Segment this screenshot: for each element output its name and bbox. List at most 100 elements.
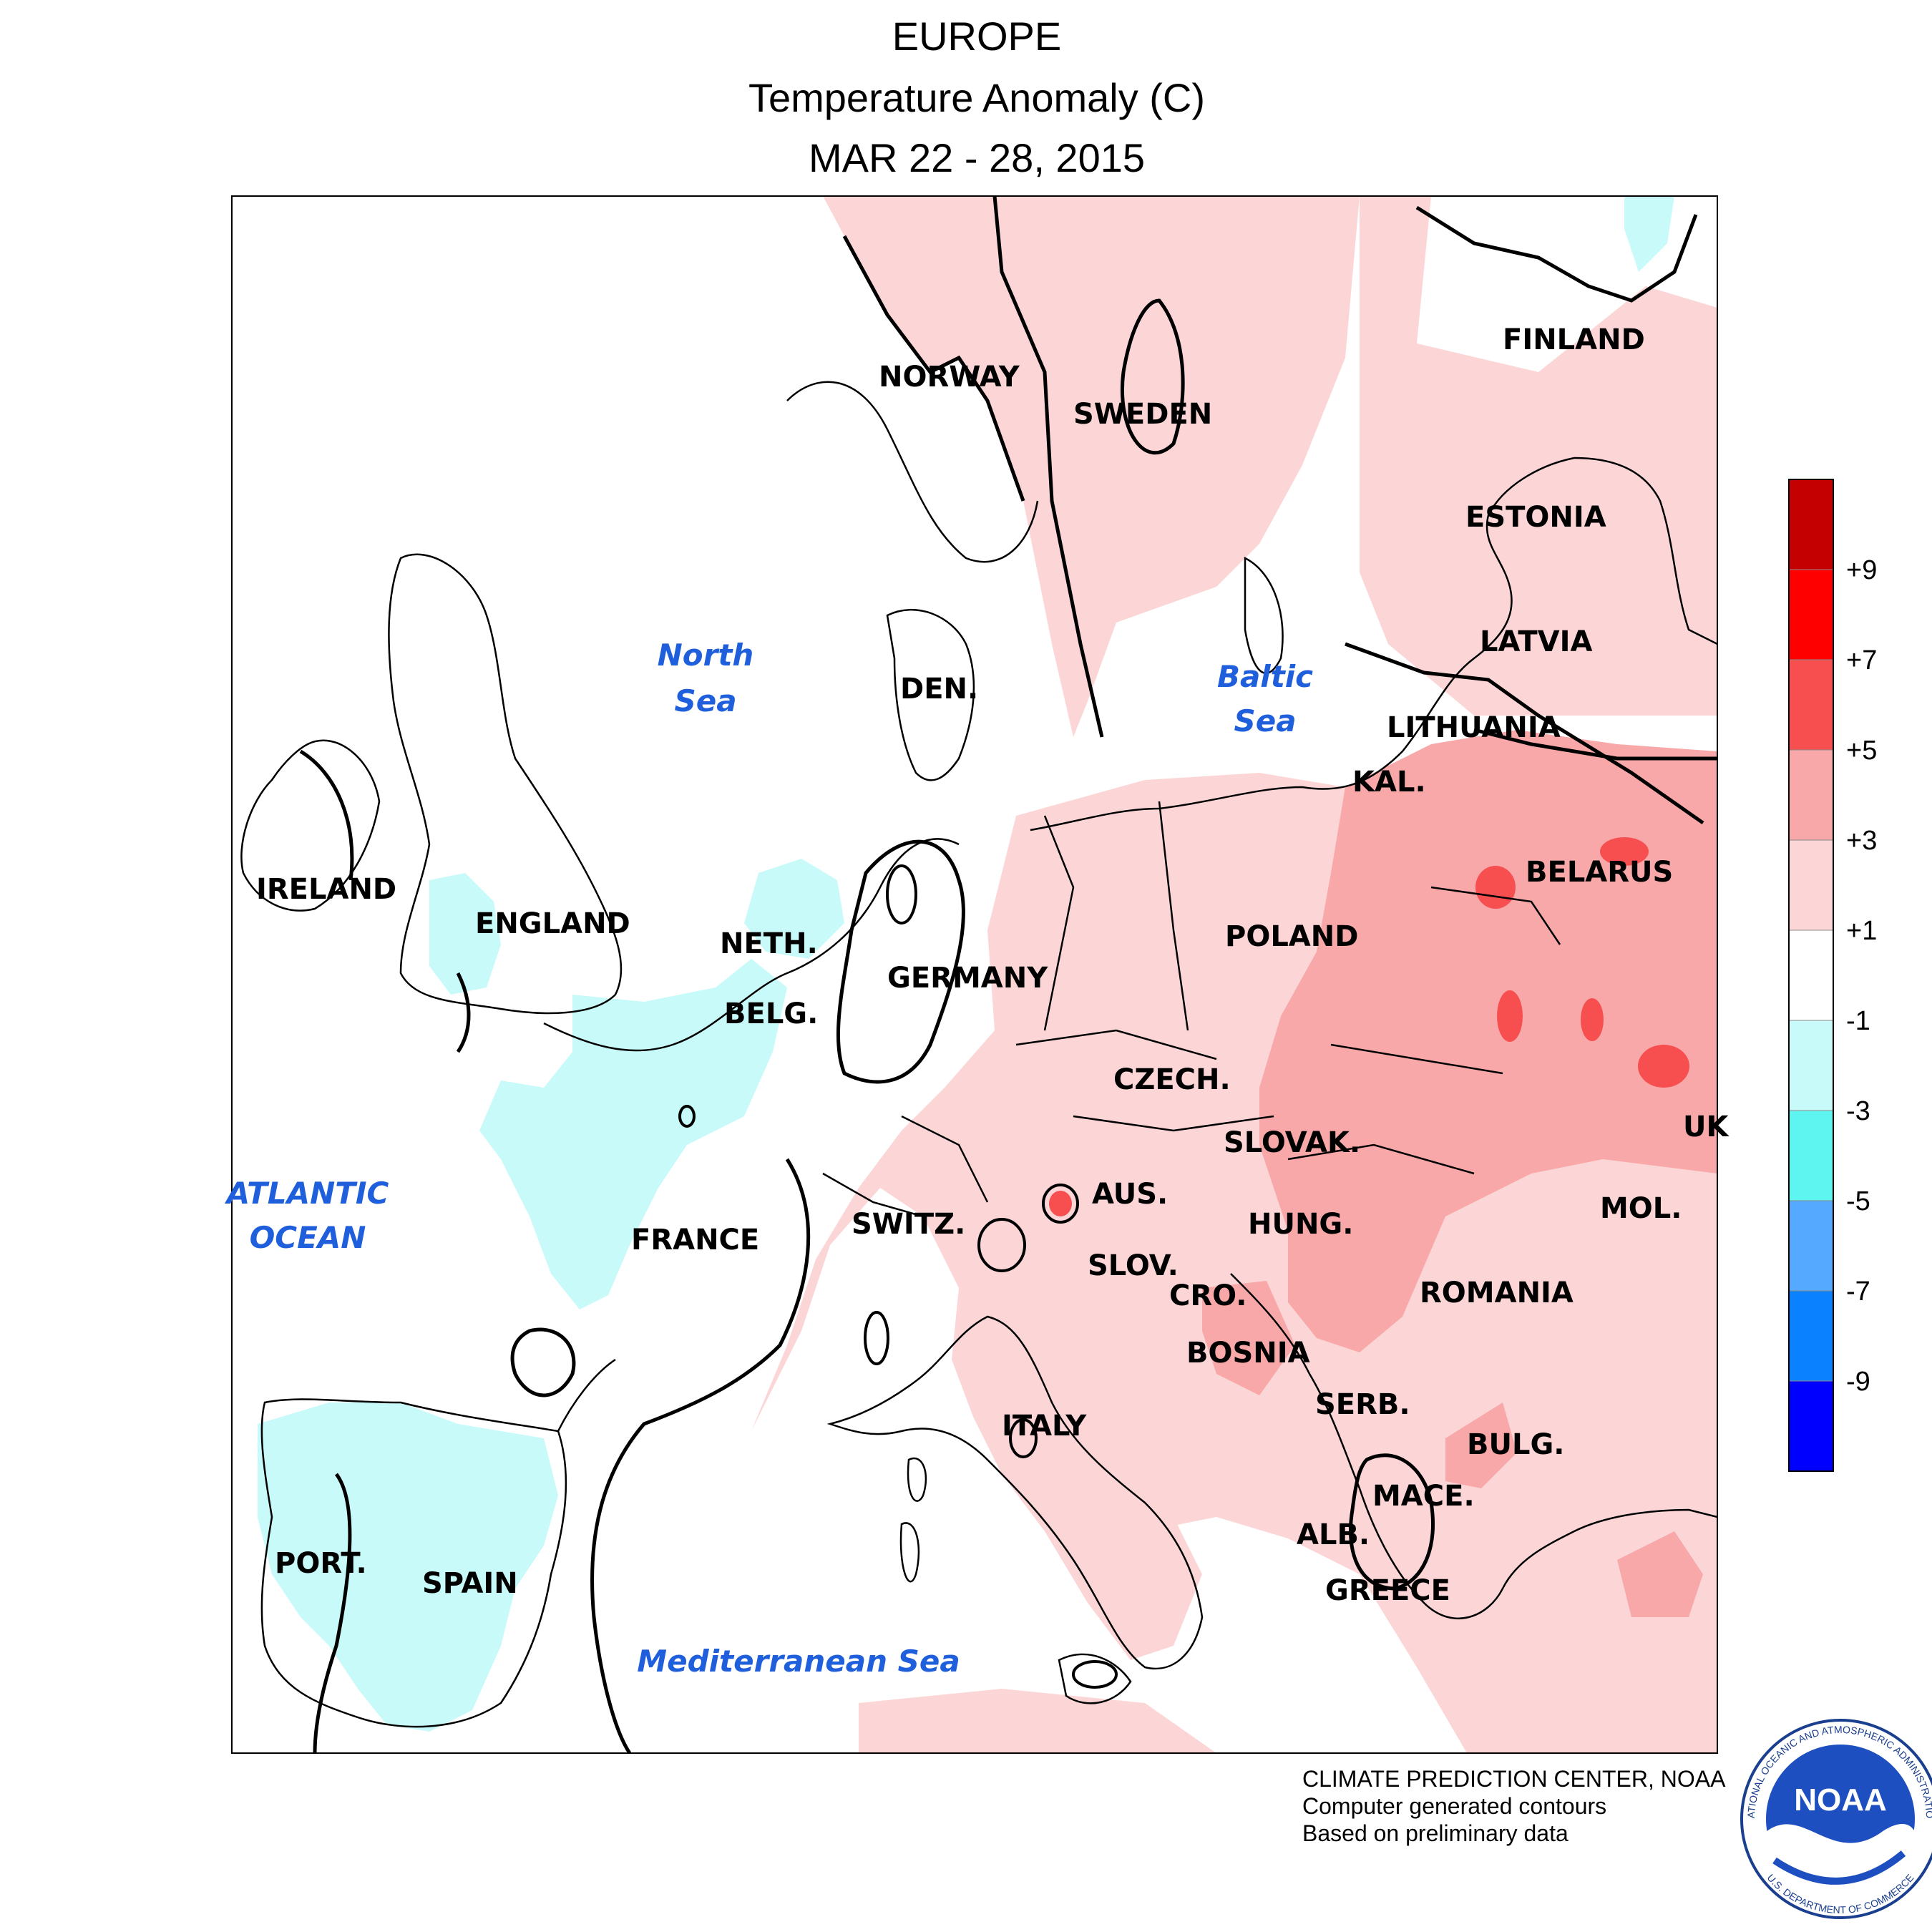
legend-color-bar xyxy=(1788,479,1834,1472)
legend-bin xyxy=(1788,749,1834,841)
label-serbia: SERB. xyxy=(1315,1388,1410,1421)
credit-cpc: CLIMATE PREDICTION CENTER, NOAA xyxy=(1302,1766,1726,1792)
cool-region-iberia xyxy=(258,1402,558,1732)
cool-region-benelux xyxy=(744,859,844,959)
warm-region-north-africa xyxy=(859,1689,1216,1753)
label-belarus: BELARUS xyxy=(1526,856,1673,889)
legend-bin xyxy=(1788,839,1834,931)
legend-bin xyxy=(1788,479,1834,570)
legend-bin xyxy=(1788,1380,1834,1472)
legend-label: +1 xyxy=(1846,916,1877,946)
map-title: EUROPE xyxy=(892,14,1062,59)
contour-rings xyxy=(678,864,1118,1689)
credit-preliminary: Based on preliminary data xyxy=(1302,1820,1568,1846)
label-ukraine: UK xyxy=(1683,1111,1729,1143)
legend-bin xyxy=(1788,1200,1834,1292)
label-croatia: CRO. xyxy=(1169,1279,1246,1312)
legend-bin xyxy=(1788,659,1834,751)
label-slovakia: SLOVAK. xyxy=(1224,1126,1360,1159)
warmer-region-bulgaria xyxy=(1445,1402,1517,1488)
label-belgium: BELG. xyxy=(724,997,818,1030)
label-latvia: LATVIA xyxy=(1480,625,1592,658)
warm-region-italy xyxy=(952,1288,1202,1660)
label-albania: ALB. xyxy=(1297,1518,1370,1551)
label-baltic-sea-2: Sea xyxy=(1234,703,1296,738)
cool-region-france xyxy=(479,959,787,1309)
map-date-range: MAR 22 - 28, 2015 xyxy=(808,135,1146,180)
warm-region-finland-baltics xyxy=(1360,196,1717,716)
legend-label: +3 xyxy=(1846,826,1877,856)
legend-label: -7 xyxy=(1846,1277,1870,1307)
label-finland: FINLAND xyxy=(1503,323,1645,356)
label-norway: NORWAY xyxy=(879,361,1020,394)
label-england: ENGLAND xyxy=(475,907,630,940)
warmer-region-belarus-ukraine xyxy=(1259,730,1717,1352)
label-austria: AUS. xyxy=(1092,1178,1168,1211)
label-atlantic-ocean-2: OCEAN xyxy=(250,1220,366,1255)
legend-labels: +9 +7 +5 +3 +1 -1 -3 -5 -7 -9 xyxy=(1846,555,1877,1397)
label-north-sea-2: Sea xyxy=(674,683,736,718)
label-romania: ROMANIA xyxy=(1420,1277,1574,1309)
cool-region-england xyxy=(429,873,501,995)
label-czech: CZECH. xyxy=(1113,1063,1231,1096)
label-atlantic-ocean-1: ATLANTIC xyxy=(225,1176,389,1211)
credit-contours: Computer generated contours xyxy=(1302,1793,1607,1819)
label-sweden: SWEDEN xyxy=(1073,398,1212,431)
warmer-region-turkey xyxy=(1617,1531,1703,1617)
legend-bin xyxy=(1788,1110,1834,1201)
legend-label: -5 xyxy=(1846,1186,1870,1216)
map-field xyxy=(232,196,1717,1753)
label-mediterranean-sea: Mediterranean Sea xyxy=(637,1644,960,1679)
sea-labels: North Sea Baltic Sea ATLANTIC OCEAN Medi… xyxy=(225,638,1313,1679)
label-ireland: IRELAND xyxy=(256,873,396,906)
warm-region-scandinavia xyxy=(823,196,1360,737)
label-bulgaria: BULG. xyxy=(1467,1428,1564,1461)
label-italy: ITALY xyxy=(1002,1410,1087,1443)
warm-core-ukraine-2 xyxy=(1581,998,1604,1041)
label-france: FRANCE xyxy=(631,1224,759,1257)
legend-label: -1 xyxy=(1846,1006,1870,1036)
warm-core-ukraine-1 xyxy=(1497,990,1523,1042)
warmer-region-bosnia xyxy=(1202,1281,1295,1395)
label-hungary: HUNG. xyxy=(1248,1208,1353,1241)
noaa-logo-text: NOAA xyxy=(1794,1782,1887,1818)
legend-bin xyxy=(1788,930,1834,1021)
legend-bin xyxy=(1788,1290,1834,1382)
label-lithuania: LITHUANIA xyxy=(1387,711,1561,744)
legend-bin xyxy=(1788,569,1834,660)
legend-bin xyxy=(1788,1020,1834,1111)
zero-contours xyxy=(299,196,1717,1753)
legend-label: +5 xyxy=(1846,736,1877,766)
label-germany: GERMANY xyxy=(887,962,1048,995)
warm-core-austria xyxy=(1049,1191,1072,1216)
country-labels: FINLAND NORWAY SWEDEN ESTONIA LATVIA LIT… xyxy=(256,323,1729,1607)
label-bosnia: BOSNIA xyxy=(1186,1337,1310,1370)
warm-core-belarus-1 xyxy=(1475,866,1516,909)
legend-label: -9 xyxy=(1846,1367,1870,1397)
map-subtitle: Temperature Anomaly (C) xyxy=(748,75,1205,120)
map-frame xyxy=(231,195,1718,1754)
coastlines-borders xyxy=(240,381,1717,1728)
legend-label: -3 xyxy=(1846,1096,1870,1126)
label-slovenia: SLOV. xyxy=(1088,1249,1179,1282)
label-poland: POLAND xyxy=(1225,920,1358,953)
label-portugal: PORT. xyxy=(275,1547,367,1580)
legend-label: +9 xyxy=(1846,555,1877,585)
label-north-sea-1: North xyxy=(658,638,754,673)
label-denmark: DEN. xyxy=(900,673,978,706)
legend-label: +7 xyxy=(1846,645,1877,675)
label-netherlands: NETH. xyxy=(720,927,818,960)
warm-core-belarus-2 xyxy=(1600,837,1649,866)
legend-frame xyxy=(1788,479,1834,1472)
label-greece: GREECE xyxy=(1325,1574,1450,1607)
label-macedonia: MACE. xyxy=(1372,1480,1475,1513)
label-moldova: MOL. xyxy=(1600,1192,1682,1225)
label-estonia: ESTONIA xyxy=(1465,501,1606,534)
cool-region-finland-north xyxy=(1624,196,1674,272)
warm-core-ukraine-3 xyxy=(1638,1045,1689,1088)
label-baltic-sea-1: Baltic xyxy=(1217,659,1313,694)
label-kal: KAL. xyxy=(1352,766,1426,799)
label-spain: SPAIN xyxy=(422,1567,518,1600)
label-switzerland: SWITZ. xyxy=(852,1208,965,1241)
